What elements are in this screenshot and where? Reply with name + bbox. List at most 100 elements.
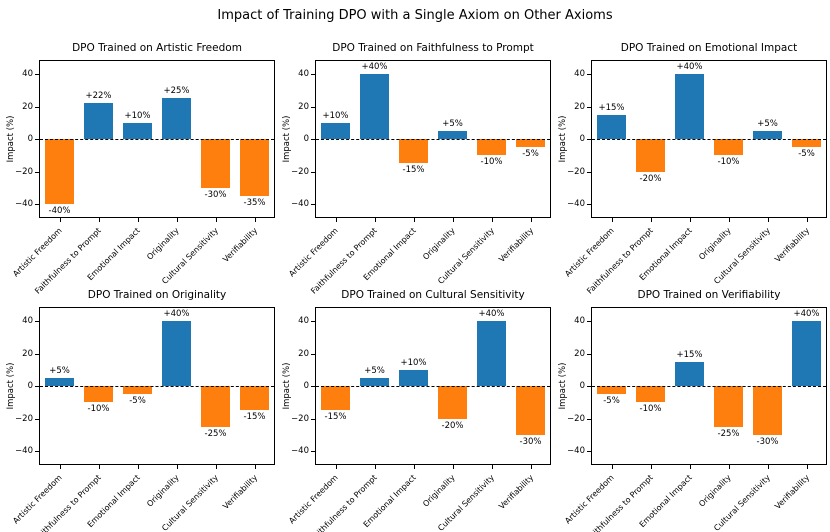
bar-value-label: -25% <box>717 428 740 439</box>
figure-title: Impact of Training DPO with a Single Axi… <box>217 8 613 23</box>
x-tick-mark <box>530 465 532 469</box>
x-tick-label: Originality <box>145 226 181 262</box>
bar-value-label: +5% <box>49 365 70 376</box>
subplot-title: DPO Trained on Faithfulness to Prompt <box>332 42 534 54</box>
x-tick-label: Verifiability <box>496 226 535 265</box>
subplot-title: DPO Trained on Cultural Sensitivity <box>341 289 525 301</box>
x-tick-mark <box>767 218 769 222</box>
x-tick-mark <box>413 218 415 222</box>
bar <box>438 130 467 139</box>
bar <box>753 386 782 435</box>
subplot-title: DPO Trained on Artistic Freedom <box>72 42 242 54</box>
bar <box>45 377 74 386</box>
y-tick-label: −40 <box>15 199 33 209</box>
bar-value-label: +15% <box>598 102 625 113</box>
bar-value-label: -20% <box>441 420 464 431</box>
y-tick-label: 0 <box>303 381 309 391</box>
x-tick-label: Originality <box>145 473 181 509</box>
y-tick-mark <box>35 171 39 173</box>
plot-area: -5% -10% +15% -25% -30% +40% <box>591 307 827 465</box>
x-tick-mark <box>98 218 100 222</box>
bar <box>636 139 665 172</box>
y-tick-mark <box>587 204 591 205</box>
bar-value-label: -5% <box>129 396 146 407</box>
y-axis-label: Impact (%) <box>558 115 568 163</box>
bar <box>675 361 704 386</box>
x-tick-mark <box>176 465 178 469</box>
y-tick-label: 0 <box>27 134 33 144</box>
bar <box>714 386 743 427</box>
y-axis-label: Impact (%) <box>558 362 568 410</box>
y-tick-mark <box>311 451 315 452</box>
y-tick-label: 40 <box>298 316 309 326</box>
y-tick-mark <box>35 139 39 140</box>
bar-value-label: -15% <box>324 412 347 423</box>
bar <box>321 122 350 139</box>
x-tick-mark <box>767 465 769 469</box>
bar-value-label: -25% <box>204 428 227 439</box>
bar-value-label: +40% <box>361 62 388 72</box>
x-tick-mark <box>806 218 808 222</box>
subplot-grid: DPO Trained on Artistic Freedom Impact (%… <box>1 40 829 532</box>
y-tick-label: −20 <box>567 413 585 424</box>
bar <box>597 386 626 395</box>
bar-value-label: -40% <box>48 206 71 216</box>
x-tick-mark <box>611 218 613 222</box>
bar <box>477 139 506 156</box>
x-tick-mark <box>374 465 376 469</box>
bar-value-label: -5% <box>798 149 815 160</box>
y-tick-mark <box>35 204 39 205</box>
bar <box>45 139 74 204</box>
y-tick-label: 0 <box>303 134 309 144</box>
x-tick-label: Faithfulness to Prompt <box>585 226 655 296</box>
plot-area: -15% +5% +10% -20% +40% -30% <box>315 307 551 465</box>
y-tick-label: −20 <box>15 166 33 177</box>
bar <box>753 130 782 139</box>
y-tick-label: −20 <box>291 413 309 424</box>
y-tick-mark <box>587 74 591 75</box>
x-tick-mark <box>176 218 178 222</box>
plot-area: -40% +22% +10% +25% -30% -35% <box>39 60 275 218</box>
y-axis-label: Impact (%) <box>6 115 16 163</box>
x-tick-label: Originality <box>697 473 733 509</box>
bar-value-label: -10% <box>639 404 662 415</box>
bar <box>240 139 269 196</box>
bar-value-label: +25% <box>163 86 190 97</box>
bar <box>360 377 389 386</box>
bar-value-label: +40% <box>163 309 190 319</box>
x-tick-mark <box>59 218 61 222</box>
bar <box>84 103 113 139</box>
plot-area: +10% +40% -15% +5% -10% -5% <box>315 60 551 218</box>
bar <box>84 386 113 403</box>
zero-line <box>316 139 550 140</box>
x-tick-mark <box>650 218 652 222</box>
x-tick-mark <box>728 218 730 222</box>
bar-value-label: +10% <box>124 110 151 121</box>
y-tick-label: 0 <box>27 381 33 391</box>
bar <box>792 139 821 148</box>
bar <box>201 386 230 427</box>
bar-value-label: +40% <box>676 62 703 72</box>
y-tick-mark <box>311 418 315 420</box>
bar-value-label: +5% <box>364 365 385 376</box>
y-tick-mark <box>35 386 39 387</box>
y-tick-mark <box>587 451 591 452</box>
x-tick-label: Faithfulness to Prompt <box>33 226 103 296</box>
y-tick-label: −20 <box>567 166 585 177</box>
x-tick-label: Originality <box>697 226 733 262</box>
y-tick-mark <box>311 204 315 205</box>
subplot-3: DPO Trained on Emotional Impact Impact (%… <box>553 40 829 296</box>
y-tick-label: −20 <box>291 166 309 177</box>
y-tick-mark <box>587 353 591 355</box>
x-tick-mark <box>215 218 217 222</box>
y-tick-mark <box>311 321 315 322</box>
x-tick-mark <box>254 465 256 469</box>
y-axis-label: Impact (%) <box>282 115 292 163</box>
x-tick-mark <box>137 465 139 469</box>
x-tick-mark <box>650 465 652 469</box>
y-tick-label: 20 <box>298 348 309 359</box>
y-tick-label: 40 <box>574 316 585 326</box>
bar <box>123 386 152 395</box>
bar-value-label: +15% <box>676 349 703 360</box>
